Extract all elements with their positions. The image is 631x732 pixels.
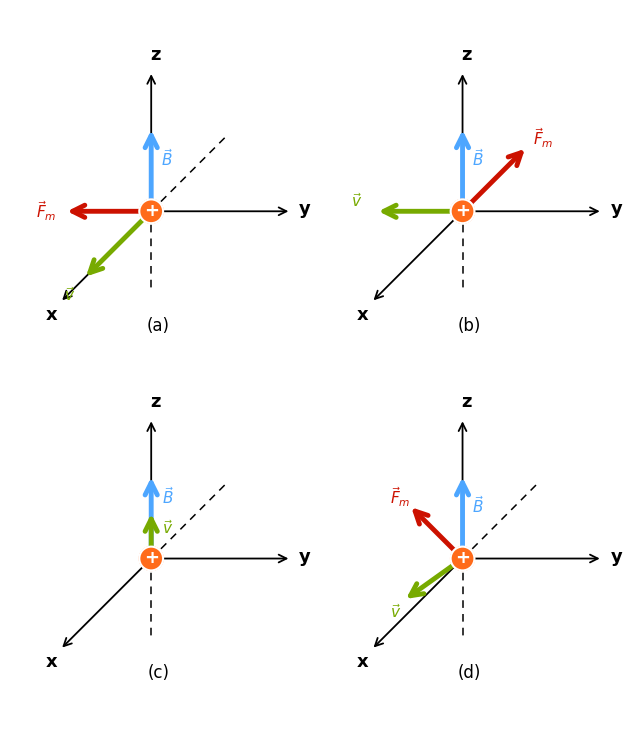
Text: $\mathbf{y}$: $\mathbf{y}$ [610,202,623,220]
Text: $\mathbf{x}$: $\mathbf{x}$ [45,653,59,671]
Text: $\vec{B}$: $\vec{B}$ [162,487,175,507]
Text: $\vec{v}$: $\vec{v}$ [162,519,174,537]
Text: $\mathbf{x}$: $\mathbf{x}$ [357,653,370,671]
Text: $\mathbf{y}$: $\mathbf{y}$ [610,550,623,567]
Text: $\vec{F}_m$: $\vec{F}_m$ [37,199,57,223]
Text: $\vec{v}$: $\vec{v}$ [350,193,362,211]
Text: $\mathbf{z}$: $\mathbf{z}$ [150,394,161,411]
Text: (b): (b) [458,316,481,335]
Text: $\vec{B}$: $\vec{B}$ [473,495,485,516]
Text: $\mathbf{x}$: $\mathbf{x}$ [357,306,370,324]
Text: $\vec{B}$: $\vec{B}$ [161,148,174,168]
Text: +: + [144,549,159,567]
Text: (a): (a) [146,316,170,335]
Circle shape [451,547,475,570]
Circle shape [139,547,163,570]
Text: (d): (d) [458,664,481,681]
Text: $\vec{v}$: $\vec{v}$ [64,286,76,305]
Text: $\vec{B}$: $\vec{B}$ [473,148,485,168]
Circle shape [451,199,475,223]
Text: +: + [455,549,470,567]
Text: $\vec{F}_m$: $\vec{F}_m$ [390,485,410,509]
Text: (c): (c) [147,664,169,681]
Circle shape [139,199,163,223]
Text: $\mathbf{x}$: $\mathbf{x}$ [45,306,59,324]
Text: $\mathbf{y}$: $\mathbf{y}$ [298,202,312,220]
Text: $\mathbf{z}$: $\mathbf{z}$ [150,46,161,64]
Text: $\vec{F}_m$: $\vec{F}_m$ [533,127,553,150]
Text: $\vec{v}$: $\vec{v}$ [390,602,401,621]
Text: $\mathbf{z}$: $\mathbf{z}$ [461,394,473,411]
Text: +: + [144,201,159,220]
Text: $\mathbf{z}$: $\mathbf{z}$ [461,46,473,64]
Text: $\mathbf{y}$: $\mathbf{y}$ [298,550,312,567]
Text: +: + [455,201,470,220]
